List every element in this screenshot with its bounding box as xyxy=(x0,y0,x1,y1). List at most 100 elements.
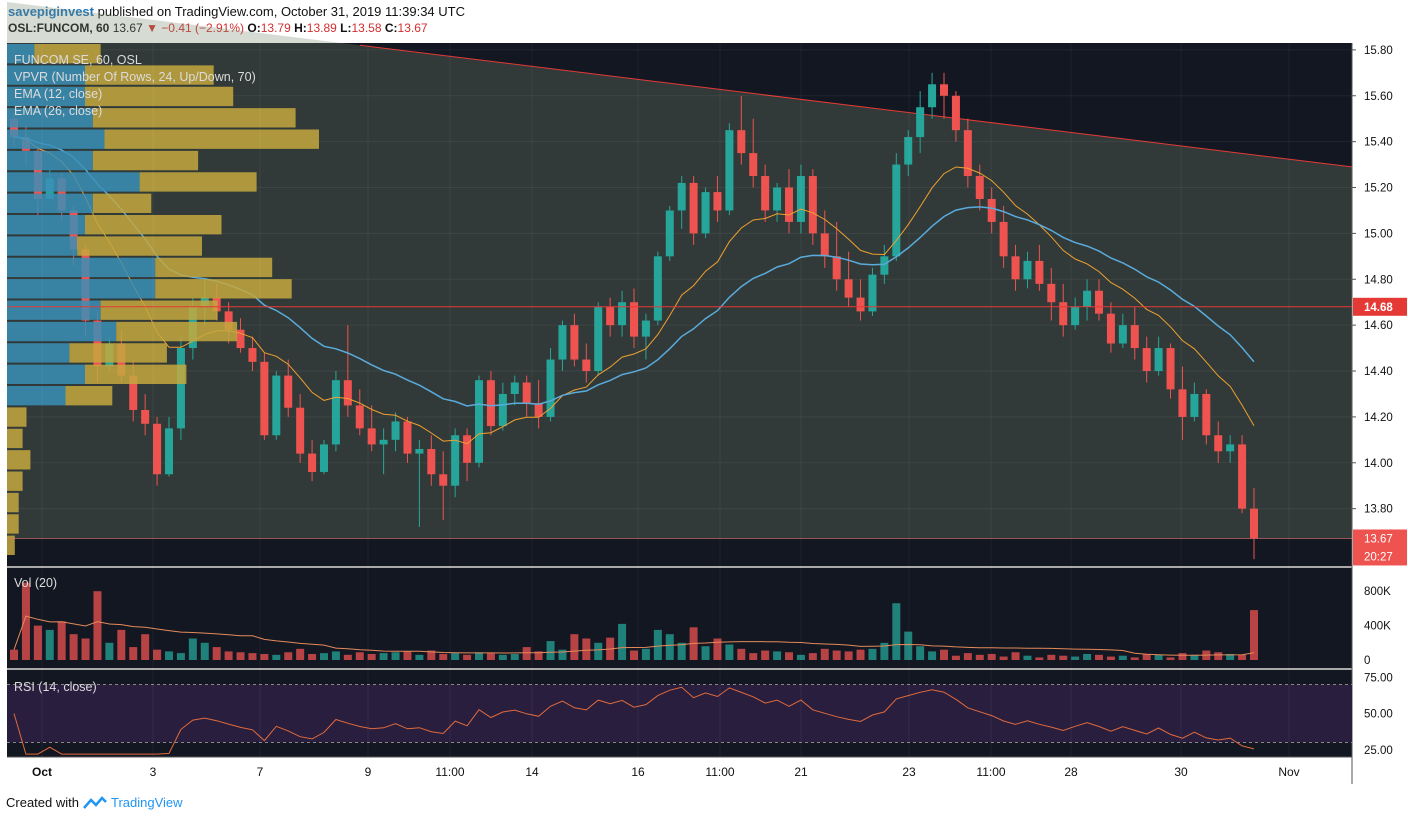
volume-bar xyxy=(1023,655,1032,660)
volume-bar xyxy=(81,638,90,660)
candle-body xyxy=(343,380,352,406)
volume-bar xyxy=(200,642,209,660)
volume-bar xyxy=(701,646,710,660)
tradingview-brand-link[interactable]: TradingView xyxy=(110,795,183,810)
date-tick-label: 7 xyxy=(257,765,264,779)
volume-bar xyxy=(725,644,734,660)
candle-body xyxy=(355,405,364,429)
volume-bar xyxy=(296,648,305,660)
vpvr-down-bar xyxy=(92,108,296,128)
candle-body xyxy=(475,380,483,463)
volume-bar xyxy=(844,651,853,660)
volume-bar xyxy=(713,638,722,660)
vpvr-down-bar xyxy=(104,129,319,149)
volume-bar xyxy=(129,647,138,660)
candle-body xyxy=(761,176,770,211)
candle-body xyxy=(618,302,627,326)
candle-body xyxy=(1214,435,1223,452)
price-chart[interactable]: 15.80 15.60 15.40 15.20 15.00 14.80 14.60 14.40… xyxy=(0,0,1408,790)
candle-body xyxy=(1023,260,1032,280)
vpvr-down-bar xyxy=(85,364,187,384)
low-value: 13.58 xyxy=(351,21,382,35)
volume-bar xyxy=(761,650,770,660)
volume-bar xyxy=(785,652,793,660)
volume-ma-line xyxy=(13,615,1255,656)
vpvr-down-bar xyxy=(7,514,19,534)
volume-bar xyxy=(1238,654,1247,660)
volume-bar xyxy=(928,651,937,660)
legend-ema26[interactable]: EMA (26, close) xyxy=(14,104,103,118)
close-label: C: xyxy=(384,21,398,35)
candles-group xyxy=(10,72,1258,560)
vpvr-up-bar xyxy=(7,129,105,149)
rsi-band xyxy=(7,684,1352,743)
date-tick-label: 28 xyxy=(1064,765,1078,779)
candle-body xyxy=(1166,348,1175,390)
volume-bar xyxy=(653,629,662,660)
candle-body xyxy=(558,325,567,360)
volume-bar xyxy=(796,654,805,660)
volume-bar xyxy=(1071,656,1080,660)
legend-volume[interactable]: Vol (20) xyxy=(14,576,58,590)
volume-bar xyxy=(355,652,364,660)
volume-bar xyxy=(320,653,328,660)
candle-body xyxy=(1238,444,1247,509)
candle-body xyxy=(856,297,865,312)
volume-bar xyxy=(176,653,185,660)
volume-bar xyxy=(141,634,150,660)
price-tick-label: 15.20 xyxy=(1364,183,1393,195)
candle-body xyxy=(176,348,185,429)
username-link[interactable]: savepiginvest xyxy=(8,4,94,19)
volume-bar xyxy=(343,654,352,660)
vpvr-down-bar xyxy=(7,407,27,427)
candle-body xyxy=(1250,508,1258,539)
candle-body xyxy=(653,256,662,321)
candle-body xyxy=(808,176,817,234)
vpvr-down-bar xyxy=(92,193,152,213)
date-tick-label: 11:00 xyxy=(976,765,1005,779)
volume-bar xyxy=(284,652,293,660)
volume-bar xyxy=(940,649,948,660)
volume-bar xyxy=(1250,610,1258,660)
candle-body xyxy=(701,192,710,234)
candle-body xyxy=(546,359,555,417)
volume-bar xyxy=(1226,653,1235,660)
volume-bar xyxy=(892,603,901,660)
candle-body xyxy=(999,221,1008,257)
candle-body xyxy=(1035,260,1044,284)
volume-bar xyxy=(117,629,126,660)
volume-bar xyxy=(498,654,507,660)
volume-bar xyxy=(1106,656,1115,660)
price-tick-label: 15.60 xyxy=(1364,91,1393,103)
volume-bar xyxy=(153,649,162,660)
price-tick-label: 15.80 xyxy=(1364,45,1393,57)
published-text: published on TradingView.com, October 31… xyxy=(97,4,465,19)
volume-bar xyxy=(594,642,603,660)
candle-body xyxy=(665,210,674,257)
volume-bar xyxy=(749,653,758,660)
volume-bar xyxy=(665,634,674,660)
legend-rsi[interactable]: RSI (14, close) xyxy=(14,680,97,694)
candle-body xyxy=(785,187,793,222)
legend-ema12[interactable]: EMA (12, close) xyxy=(14,87,103,101)
candle-body xyxy=(713,192,722,211)
close-value: 13.67 xyxy=(397,21,428,35)
candle-body xyxy=(1011,256,1020,280)
volume-bar xyxy=(1190,654,1199,660)
vpvr-down-bar xyxy=(85,86,234,107)
vpvr-down-bar xyxy=(7,492,19,513)
candle-body xyxy=(248,348,257,362)
candle-body xyxy=(1202,393,1211,436)
volume-bar xyxy=(224,651,233,660)
volume-bar xyxy=(212,647,221,660)
tradingview-logo-icon xyxy=(83,795,107,809)
volume-bar xyxy=(1130,657,1139,660)
candle-body xyxy=(367,428,376,445)
candle-body xyxy=(1106,313,1115,344)
legend-vpvr[interactable]: VPVR (Number Of Rows, 24, Up/Down, 70) xyxy=(14,70,256,84)
candle-body xyxy=(141,410,150,424)
candle-body xyxy=(570,325,579,360)
candle-body xyxy=(236,329,245,349)
volume-bar xyxy=(916,646,925,660)
volume-bar xyxy=(379,653,388,660)
